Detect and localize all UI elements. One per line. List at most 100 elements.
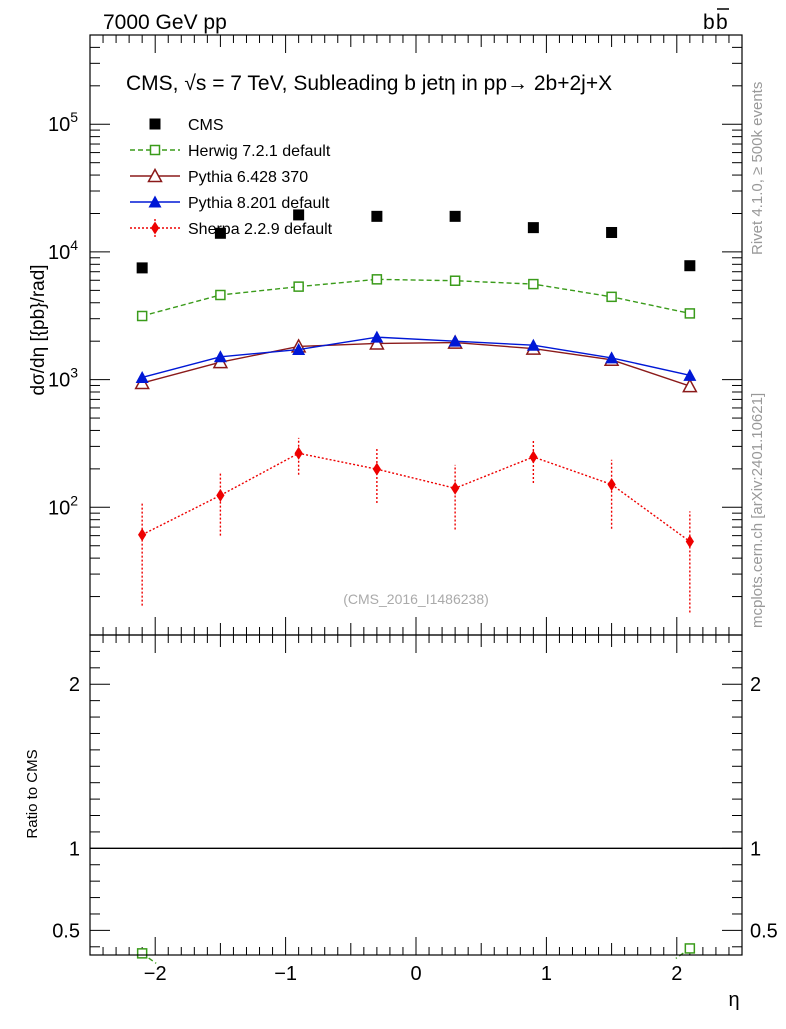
xtick-label: 0 <box>410 963 421 985</box>
ratio-point <box>136 948 148 959</box>
data-point <box>684 308 696 319</box>
xtick-label: 1 <box>541 963 552 985</box>
data-point <box>294 446 303 460</box>
data-point <box>215 289 226 301</box>
data-point <box>682 378 698 393</box>
xtick-label: −1 <box>274 963 297 985</box>
data-point <box>605 351 619 364</box>
ratio-ytick-label-right: 0.5 <box>750 920 778 942</box>
series-herwig-7-2-1-default <box>136 274 696 322</box>
legend-label: Pythia 6.428 370 <box>188 169 308 186</box>
data-point <box>214 227 226 239</box>
rivet-label: Rivet 4.1.0, ≥ 500k events <box>749 82 766 255</box>
legend-label: CMS <box>188 117 224 134</box>
data-point <box>292 343 306 356</box>
mcplots-label: mcplots.cern.ch [arXiv:2401.10621] <box>749 393 766 628</box>
data-point <box>449 275 461 286</box>
main-ytick-exponent: 4 <box>70 237 78 253</box>
legend-label: Herwig 7.2.1 default <box>188 143 331 160</box>
main-ytick-exponent: 2 <box>70 492 78 508</box>
ratio-series <box>90 847 742 964</box>
xtick-label: −2 <box>144 963 167 985</box>
ratio-frame <box>89 634 743 956</box>
data-point <box>216 488 225 502</box>
legend-item: Pythia 6.428 370 <box>130 167 308 186</box>
ratio-ylabel: Ratio to CMS <box>24 749 41 838</box>
xtick-label: 2 <box>671 963 682 985</box>
data-point <box>371 210 383 222</box>
series-line <box>141 341 691 387</box>
legend-marker <box>149 118 161 130</box>
series-pythia-8-201-default <box>135 330 697 383</box>
legend-item: Pythia 8.201 default <box>130 195 330 212</box>
legend-label: Pythia 8.201 default <box>188 195 330 212</box>
data-point <box>449 210 461 222</box>
legend-item: Herwig 7.2.1 default <box>130 143 331 160</box>
main-axis-ticks: 102 103 104 105 <box>48 34 743 636</box>
data-point <box>138 528 147 542</box>
main-ytick-label: 104 <box>48 237 78 264</box>
legend-marker <box>147 167 163 183</box>
series-sherpa-2-2-9-default <box>138 437 694 613</box>
ratio-ytick-label-right: 2 <box>750 674 761 696</box>
data-point <box>136 262 148 274</box>
legend-marker <box>150 221 160 235</box>
header-left: 7000 GeV pp <box>103 11 227 34</box>
series-line <box>141 452 691 543</box>
watermark: (CMS_2016_I1486238) <box>343 591 489 607</box>
main-ytick-label: 102 <box>48 492 78 519</box>
data-point <box>293 209 305 221</box>
ratio-ytick-label-left: 0.5 <box>52 920 80 942</box>
ratio-axis-ticks: 0.5 0.5 1 1 2 2 −2 −1 0 1 2 <box>52 634 778 985</box>
ratio-ytick-label-left: 1 <box>69 838 80 860</box>
main-ytick-exponent: 3 <box>70 365 78 381</box>
legend-label: Sherpa 2.2.9 default <box>188 221 333 238</box>
data-point <box>606 226 618 238</box>
main-ytick-label: 105 <box>48 109 78 136</box>
series-pythia-6-428-370 <box>134 334 698 393</box>
data-point <box>529 450 538 464</box>
data-point <box>448 334 462 347</box>
ratio-ytick-label-right: 1 <box>750 838 761 860</box>
data-point <box>450 481 460 495</box>
data-point <box>526 338 540 351</box>
legend-item: Sherpa 2.2.9 default <box>130 219 333 238</box>
ratio-point <box>684 943 696 954</box>
plot-title: CMS, √s = 7 TeV, Subleading b jetη in pp… <box>126 72 612 95</box>
series-line <box>141 336 690 379</box>
ratio-ytick-label-left: 2 <box>69 674 80 696</box>
main-ytick-exponent: 5 <box>70 109 78 125</box>
data-point <box>685 534 694 548</box>
data-point <box>372 462 382 476</box>
series-line <box>141 278 690 317</box>
data-point <box>135 370 149 383</box>
main-series <box>134 209 698 613</box>
header-right-bbar: b <box>716 11 728 34</box>
data-point <box>606 291 617 303</box>
data-point <box>684 260 696 272</box>
legend: CMS Herwig 7.2.1 default Pythia 6.428 370 P… <box>130 117 333 238</box>
data-point <box>371 274 383 285</box>
data-point <box>293 281 304 292</box>
data-point <box>607 477 616 491</box>
data-point <box>370 330 384 343</box>
x-axis-label: η <box>728 989 739 1011</box>
main-ytick-label: 103 <box>48 365 78 392</box>
data-point <box>369 335 385 350</box>
main-panel: 102 103 104 105 CMS, √s = 7 TeV, Subleading… <box>28 34 743 636</box>
legend-marker <box>149 144 161 156</box>
data-point <box>213 350 227 363</box>
data-point <box>683 368 697 381</box>
header-right-b: b <box>703 11 715 34</box>
series-cms <box>136 209 696 274</box>
header-right: b b <box>703 8 729 34</box>
data-point <box>528 278 539 290</box>
main-ylabel: dσ/dη [{pb}/rad] <box>28 264 49 395</box>
data-point <box>136 310 148 322</box>
data-point <box>527 222 539 234</box>
ratio-panel: 0.5 0.5 1 1 2 2 −2 −1 0 1 2 Ratio to CMS η <box>24 634 778 1011</box>
legend-marker <box>148 195 162 208</box>
legend-item: CMS <box>149 117 224 134</box>
